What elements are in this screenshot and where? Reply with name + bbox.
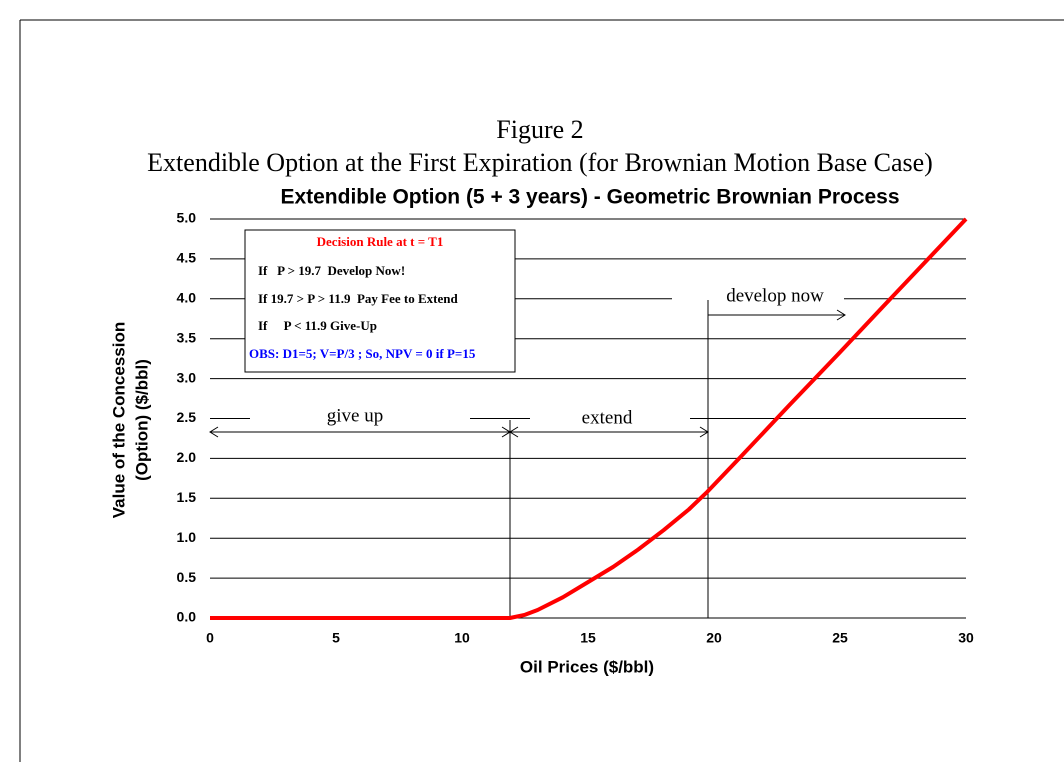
y-tick-label: 2.5 <box>177 409 197 425</box>
label-bg <box>672 285 844 309</box>
decision-title: Decision Rule at t = T1 <box>317 234 444 249</box>
x-tick-label: 20 <box>706 630 722 646</box>
y-axis-label-line: (Option) ($/bbl) <box>132 359 151 481</box>
y-axis-label-line: Value of the Concession <box>109 322 128 519</box>
decision-line: If P < 11.9 Give-Up <box>258 318 377 333</box>
y-tick-label: 3.0 <box>177 369 197 385</box>
label-bg <box>530 405 690 429</box>
y-tick-label: 1.5 <box>177 489 197 505</box>
figure-label: Figure 2 <box>496 115 583 144</box>
y-tick-label: 5.0 <box>177 210 197 226</box>
annotations: give up extend develop now Decision Rule… <box>209 229 846 618</box>
y-tick-label: 2.0 <box>177 449 197 465</box>
decision-note: OBS: D1=5; V=P/3 ; So, NPV = 0 if P=15 <box>249 346 476 361</box>
y-tick-label: 0.5 <box>177 569 197 585</box>
decision-line: If P > 19.7 Develop Now! <box>258 263 405 278</box>
y-axis-label: Value of the Concession (Option) ($/bbl) <box>109 322 151 519</box>
y-tick-label: 0.0 <box>177 609 197 625</box>
y-tick-label: 1.0 <box>177 529 197 545</box>
y-tick-label: 4.0 <box>177 290 197 306</box>
decision-box <box>244 229 516 373</box>
annotation: develop now <box>726 285 824 306</box>
x-tick-label: 0 <box>206 630 214 646</box>
x-tick-label: 10 <box>454 630 470 646</box>
y-tick-label: 4.5 <box>177 250 197 266</box>
annotation: extend <box>582 407 633 428</box>
y-tick-label: 3.5 <box>177 329 197 345</box>
figure-caption: Extendible Option at the First Expiratio… <box>147 148 933 177</box>
chart-title: Extendible Option (5 + 3 years) - Geomet… <box>280 186 899 209</box>
x-tick-label: 30 <box>958 630 974 646</box>
arrows <box>209 309 846 438</box>
data-line <box>210 217 968 620</box>
x-tick-label: 25 <box>832 630 848 646</box>
decision-line: If 19.7 > P > 11.9 Pay Fee to Extend <box>258 291 458 306</box>
x-tick-label: 15 <box>580 630 596 646</box>
label-bg <box>250 405 470 429</box>
x-axis-label: Oil Prices ($/bbl) <box>520 657 654 676</box>
annotation: give up <box>327 405 383 426</box>
x-tick-label: 5 <box>332 630 340 646</box>
plot: 0.0 0.5 1.0 1.5 2.0 2.5 3.0 3.5 4.0 4.5 5.0 0 5 10 15 2… <box>177 210 974 646</box>
